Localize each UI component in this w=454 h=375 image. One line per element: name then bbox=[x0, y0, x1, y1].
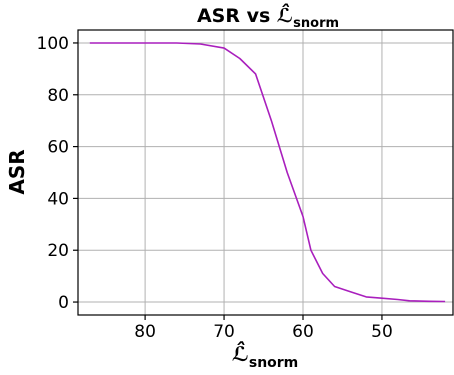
series-line bbox=[89, 42, 446, 303]
grid-lines bbox=[78, 30, 453, 315]
y-tick-label: 40 bbox=[47, 189, 69, 209]
chart-title-main: ASR vs bbox=[197, 5, 277, 27]
x-tick-label: 50 bbox=[371, 322, 393, 342]
chart-title-symbol: ℒ̂ bbox=[277, 3, 293, 27]
x-tick-label: 60 bbox=[292, 322, 314, 342]
y-tick-label: 20 bbox=[47, 241, 69, 261]
x-axis-label: ℒ̂snorm bbox=[232, 341, 299, 371]
x-axis-label-subscript: snorm bbox=[249, 355, 298, 371]
chart-title-subscript: snorm bbox=[293, 16, 339, 31]
y-tick-label: 0 bbox=[58, 293, 69, 313]
y-tick-label: 100 bbox=[37, 34, 69, 54]
x-axis-label-symbol: ℒ̂ bbox=[232, 341, 249, 366]
y-tick-label: 60 bbox=[47, 138, 69, 158]
y-tick-label: 80 bbox=[47, 86, 69, 106]
x-tick-label: 80 bbox=[134, 322, 156, 342]
y-axis-label: ASR bbox=[5, 149, 29, 194]
series-layer bbox=[89, 42, 446, 303]
ticks: 80 70 60 50 0 20 40 60 80 100 bbox=[37, 34, 393, 342]
plot-frame bbox=[77, 29, 454, 316]
x-tick-label: 70 bbox=[213, 322, 235, 342]
chart-title: ASR vs ℒ̂snorm bbox=[197, 3, 339, 31]
